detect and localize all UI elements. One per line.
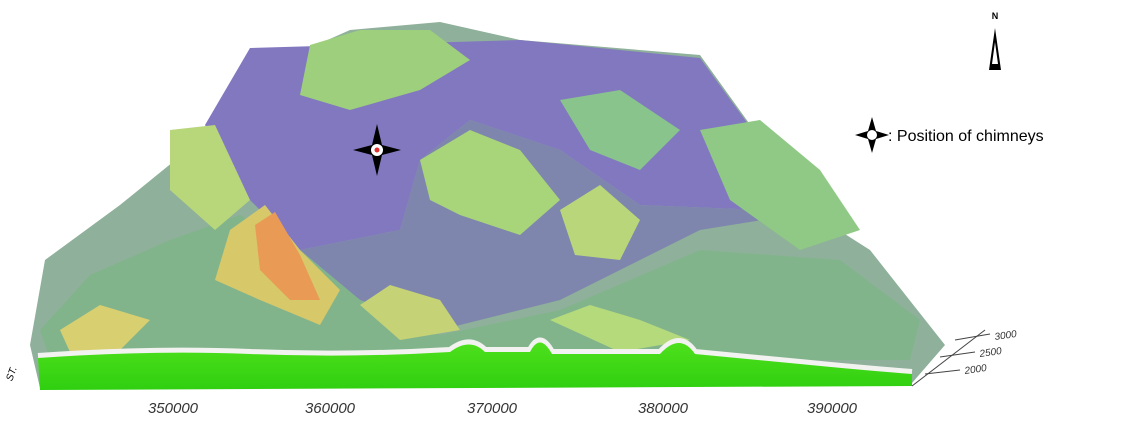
x-tick-label: 360000 [305, 400, 356, 417]
z-tick-label: 2000 [963, 363, 988, 377]
z-tick-label: 3000 [994, 329, 1018, 343]
terrain [30, 22, 945, 388]
x-tick-label: 350000 [148, 400, 199, 417]
north-arrow [989, 28, 1001, 70]
z-tick-label: 2500 [978, 346, 1003, 360]
x-tick-label: 390000 [807, 400, 858, 417]
x-tick-label: 380000 [638, 400, 689, 417]
legend-marker [855, 117, 889, 153]
corner-label: ST. [4, 365, 19, 383]
z-tick [940, 352, 975, 357]
legend-label: : Position of chimneys [888, 128, 1044, 145]
terrain-map: 3000 2500 2000 ST. 350000 360000 370000 … [0, 0, 1144, 421]
x-tick-label: 370000 [467, 400, 518, 417]
north-label: N [992, 11, 999, 21]
